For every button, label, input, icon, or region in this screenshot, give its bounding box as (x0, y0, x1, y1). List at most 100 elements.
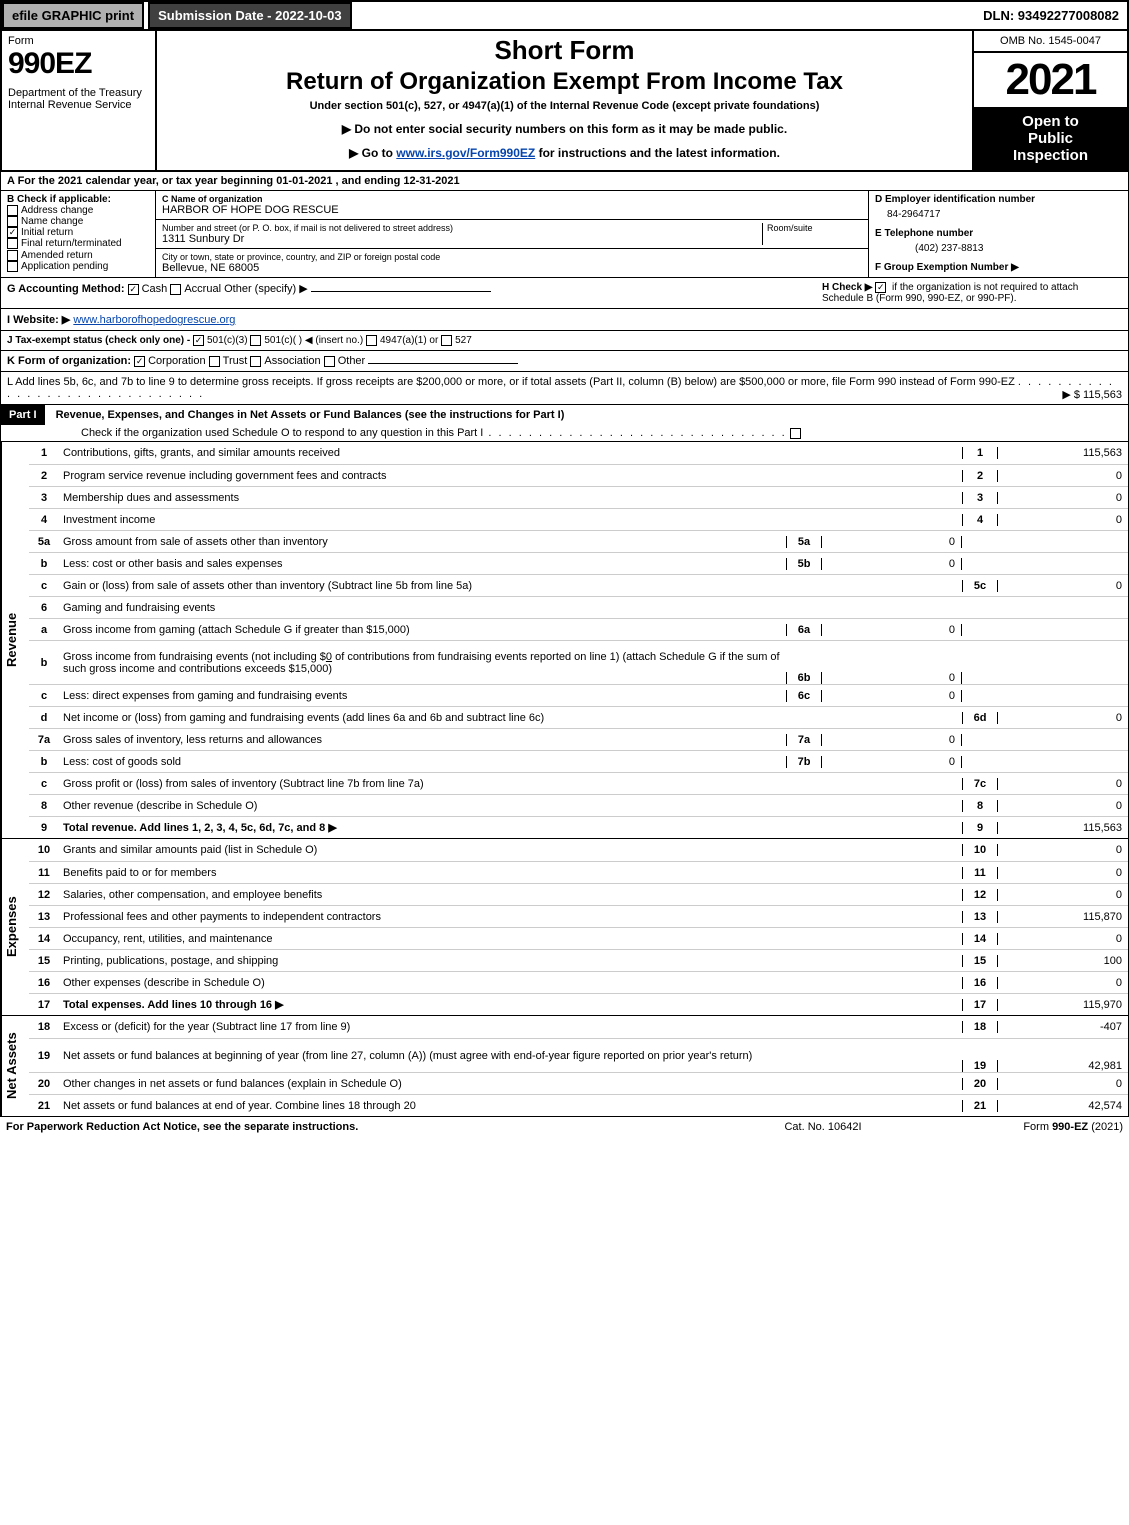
inspect-line2: Public (980, 130, 1121, 147)
line1-desc: Contributions, gifts, grants, and simila… (63, 447, 340, 459)
line12-desc: Salaries, other compensation, and employ… (63, 889, 322, 901)
i-label: I Website: ▶ (7, 314, 70, 326)
line17-val: 115,970 (998, 999, 1128, 1011)
check-accrual[interactable] (170, 284, 181, 295)
line15-desc: Printing, publications, postage, and shi… (63, 955, 278, 967)
line6b-subval: 0 (822, 672, 962, 684)
line5c-num: 5c (962, 580, 998, 592)
check-amended[interactable]: Amended return (7, 250, 149, 261)
line2-num: 2 (962, 470, 998, 482)
check-527[interactable] (441, 335, 452, 346)
line13-num: 13 (962, 911, 998, 923)
part1-heading: Revenue, Expenses, and Changes in Net As… (48, 409, 565, 421)
dln-label: DLN: 93492277008082 (975, 4, 1127, 27)
line18-val: -407 (998, 1021, 1128, 1033)
line3-desc: Membership dues and assessments (63, 492, 239, 504)
accrual-label: Accrual (184, 283, 221, 295)
line21-desc: Net assets or fund balances at end of ye… (63, 1100, 416, 1112)
phone-label: E Telephone number (875, 228, 1122, 239)
expenses-lines: 10Grants and similar amounts paid (list … (29, 839, 1128, 1015)
check-assoc[interactable] (250, 356, 261, 367)
line20-desc: Other changes in net assets or fund bala… (63, 1078, 402, 1090)
line3-num: 3 (962, 492, 998, 504)
cash-label: Cash (142, 283, 168, 295)
line20-num: 20 (962, 1078, 998, 1090)
line10-val: 0 (998, 844, 1128, 856)
line9-arrow: ▶ (328, 822, 336, 834)
check-final[interactable]: Final return/terminated (7, 238, 149, 249)
room-suite-label: Room/suite (762, 223, 862, 245)
check-h[interactable]: ✓ (875, 282, 886, 293)
header-left: Form 990EZ Department of the Treasury In… (2, 31, 157, 170)
col-b-checkboxes: B Check if applicable: Address change Na… (1, 191, 156, 277)
line16-val: 0 (998, 977, 1128, 989)
opt-527: 527 (455, 335, 472, 346)
section-j-tax-status: J Tax-exempt status (check only one) - ✓… (0, 331, 1129, 351)
col-c-org: C Name of organization HARBOR OF HOPE DO… (156, 191, 868, 277)
org-name: HARBOR OF HOPE DOG RESCUE (162, 204, 862, 216)
submission-date-label: Submission Date - 2022-10-03 (148, 2, 352, 29)
line21-val: 42,574 (998, 1100, 1128, 1112)
line7c-val: 0 (998, 778, 1128, 790)
line7b-desc: Less: cost of goods sold (63, 756, 181, 768)
inspect-line3: Inspection (980, 147, 1121, 164)
irs-link[interactable]: www.irs.gov/Form990EZ (396, 146, 535, 160)
line12-num: 12 (962, 889, 998, 901)
instructions-pre: ▶ Go to (349, 146, 396, 160)
section-k-org-form: K Form of organization: ✓Corporation Tru… (0, 351, 1129, 372)
line1-val: 115,563 (998, 447, 1128, 459)
form-number: 990EZ (8, 47, 149, 81)
line14-desc: Occupancy, rent, utilities, and maintena… (63, 933, 273, 945)
line7c-num: 7c (962, 778, 998, 790)
line14-num: 14 (962, 933, 998, 945)
line7a-desc: Gross sales of inventory, less returns a… (63, 734, 322, 746)
line11-num: 11 (962, 867, 998, 879)
line15-val: 100 (998, 955, 1128, 967)
phone-value: (402) 237-8813 (915, 243, 1122, 254)
line7a-subval: 0 (822, 734, 962, 746)
line6c-sub: 6c (786, 690, 822, 702)
line17-num: 17 (962, 999, 998, 1011)
line16-desc: Other expenses (describe in Schedule O) (63, 977, 265, 989)
footer-left: For Paperwork Reduction Act Notice, see … (6, 1121, 723, 1133)
line6d-num: 6d (962, 712, 998, 724)
subtitle-section: Under section 501(c), 527, or 4947(a)(1)… (165, 100, 964, 112)
check-4947[interactable] (366, 335, 377, 346)
netassets-block: Net Assets 18Excess or (deficit) for the… (0, 1016, 1129, 1117)
check-pending[interactable]: Application pending (7, 261, 149, 272)
line18-desc: Excess or (deficit) for the year (Subtra… (63, 1021, 350, 1033)
check-cash[interactable]: ✓ (128, 284, 139, 295)
check-schedule-o[interactable] (790, 428, 801, 439)
line7a-sub: 7a (786, 734, 822, 746)
check-name[interactable]: Name change (7, 216, 149, 227)
website-link[interactable]: www.harborofhopedogrescue.org (73, 314, 235, 326)
line5b-sub: 5b (786, 558, 822, 570)
line17-arrow: ▶ (275, 999, 283, 1011)
sidebar-expenses: Expenses (1, 839, 29, 1015)
inspect-line1: Open to (980, 113, 1121, 130)
check-other-org[interactable] (324, 356, 335, 367)
check-address[interactable]: Address change (7, 205, 149, 216)
check-501c[interactable] (250, 335, 261, 346)
check-501c3[interactable]: ✓ (193, 335, 204, 346)
line6b-sub: 6b (786, 672, 822, 684)
check-trust[interactable] (209, 356, 220, 367)
col-def: D Employer identification number 84-2964… (868, 191, 1128, 277)
line15-num: 15 (962, 955, 998, 967)
instructions-link-row: ▶ Go to www.irs.gov/Form990EZ for instru… (165, 146, 964, 160)
efile-print-button[interactable]: efile GRAPHIC print (2, 2, 144, 29)
sidebar-netassets: Net Assets (1, 1016, 29, 1116)
check-corp[interactable]: ✓ (134, 356, 145, 367)
line5a-sub: 5a (786, 536, 822, 548)
line3-val: 0 (998, 492, 1128, 504)
line14-val: 0 (998, 933, 1128, 945)
h-label: H Check ▶ (822, 282, 872, 293)
line6a-desc: Gross income from gaming (attach Schedul… (63, 624, 410, 636)
line5b-subval: 0 (822, 558, 962, 570)
opt-other: Other (338, 355, 366, 367)
line12-val: 0 (998, 889, 1128, 901)
sidebar-revenue: Revenue (1, 442, 29, 838)
check-initial[interactable]: ✓Initial return (7, 227, 149, 238)
line10-num: 10 (962, 844, 998, 856)
instructions-post: for instructions and the latest informat… (535, 146, 780, 160)
